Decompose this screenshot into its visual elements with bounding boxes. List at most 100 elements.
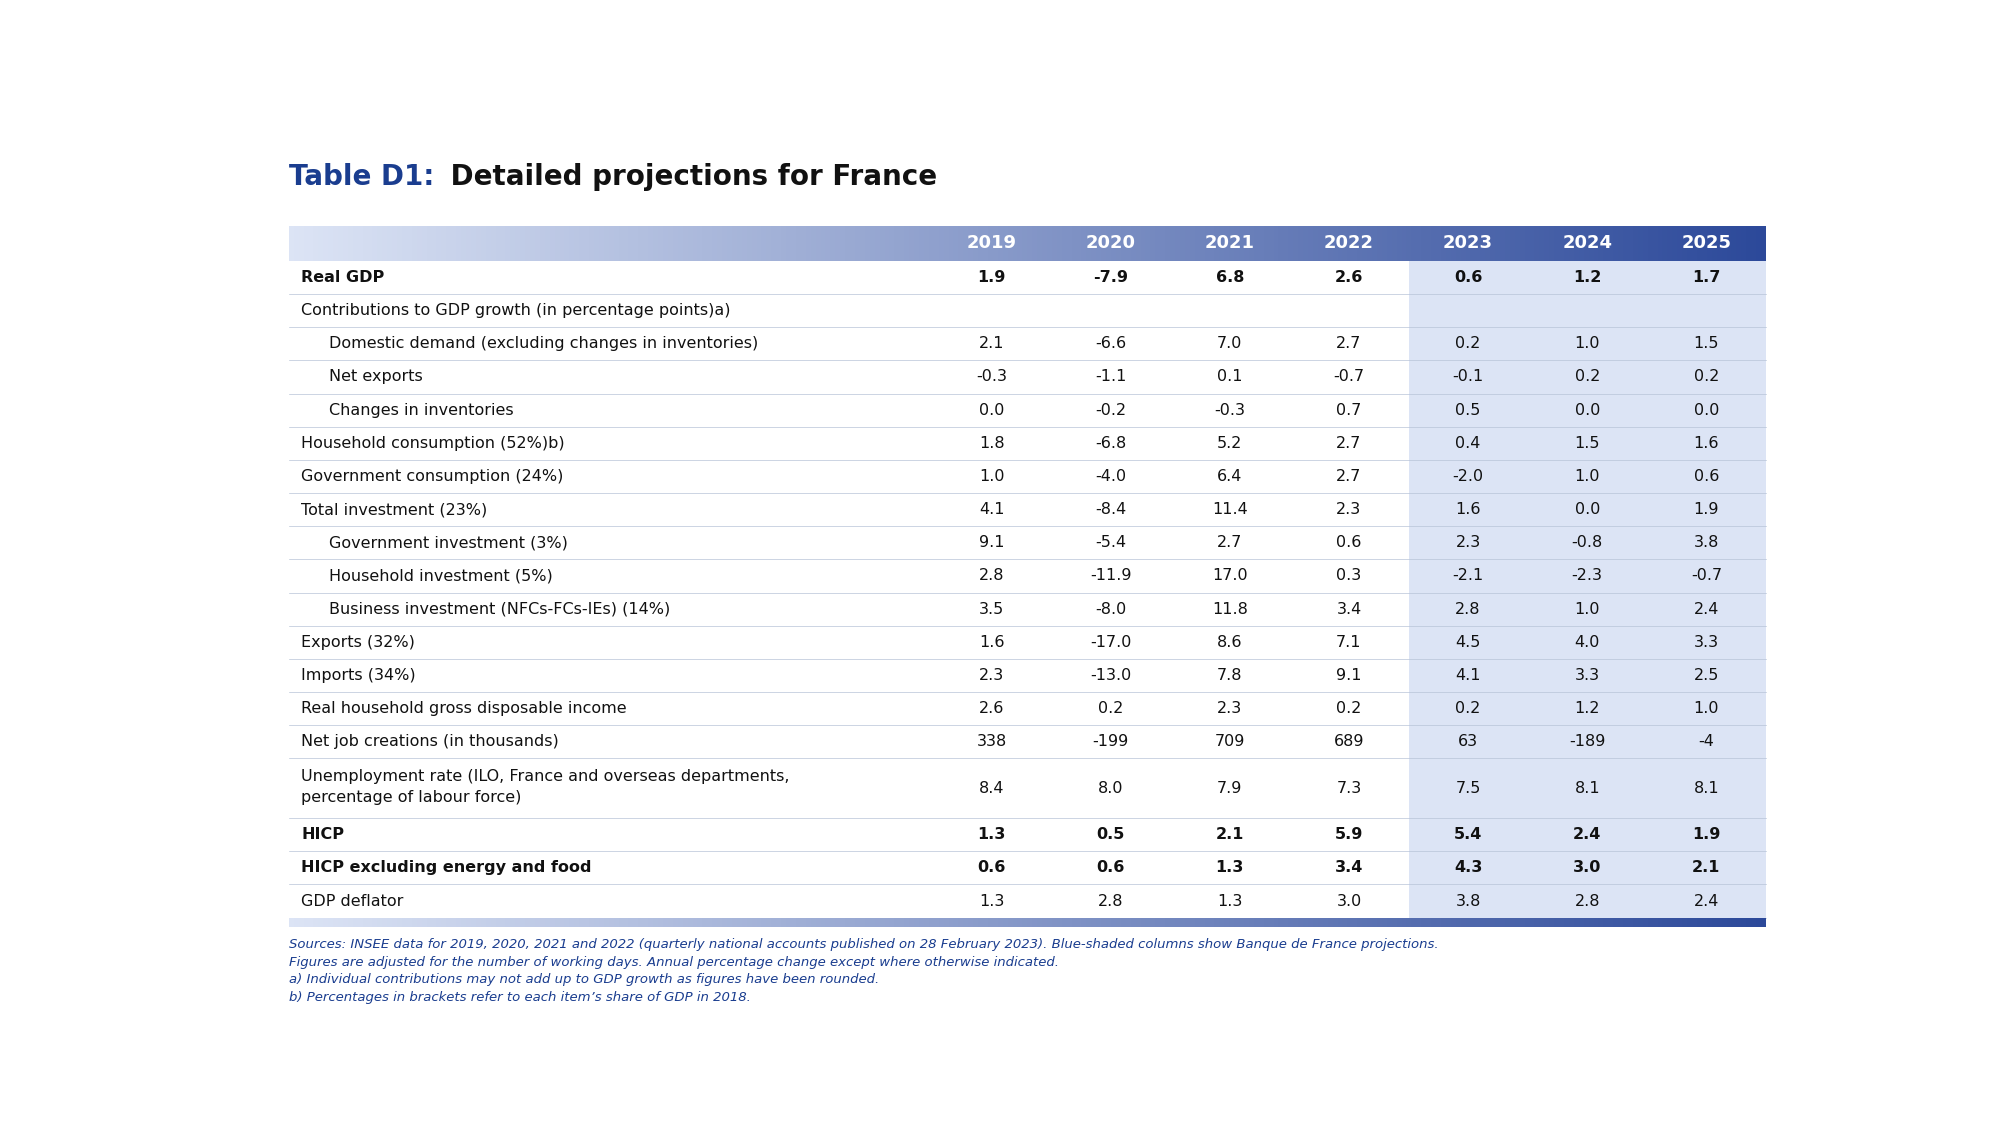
Bar	[718, 226, 722, 261]
Bar	[1002, 917, 1008, 927]
Bar	[1662, 917, 1668, 927]
Bar	[1120, 226, 1126, 261]
Bar	[1130, 226, 1136, 261]
Bar	[348, 226, 352, 261]
Bar	[820, 226, 826, 261]
Bar	[1166, 226, 1170, 261]
Bar	[446, 226, 452, 261]
Bar	[1470, 226, 1476, 261]
Bar	[342, 226, 348, 261]
Bar	[624, 917, 628, 927]
Bar	[398, 917, 402, 927]
Text: 2.4: 2.4	[1694, 601, 1720, 617]
Bar	[1490, 226, 1496, 261]
Bar	[1550, 917, 1554, 927]
Bar	[1176, 917, 1180, 927]
Bar	[624, 226, 628, 261]
Bar	[1338, 917, 1342, 927]
Bar	[1584, 226, 1588, 261]
Bar	[462, 917, 466, 927]
Bar	[1264, 917, 1268, 927]
Bar	[1332, 917, 1338, 927]
Bar	[1406, 917, 1412, 927]
Text: 7.5: 7.5	[1456, 781, 1480, 796]
Text: -0.3: -0.3	[1214, 403, 1246, 418]
Bar	[1038, 226, 1042, 261]
Bar	[1362, 917, 1368, 927]
Text: Domestic demand (excluding changes in inventories): Domestic demand (excluding changes in in…	[330, 337, 758, 352]
Bar	[1604, 226, 1608, 261]
Bar	[1022, 226, 1028, 261]
Bar	[974, 226, 978, 261]
Text: 9.1: 9.1	[978, 536, 1004, 551]
Bar	[638, 226, 644, 261]
Bar	[920, 226, 924, 261]
Text: 1.0: 1.0	[1574, 601, 1600, 617]
Bar	[1496, 226, 1500, 261]
Bar	[840, 917, 846, 927]
Bar	[608, 226, 614, 261]
Bar	[402, 226, 406, 261]
Bar	[1752, 226, 1756, 261]
Bar	[288, 226, 294, 261]
Bar	[948, 226, 954, 261]
Bar	[820, 917, 826, 927]
Bar	[1112, 917, 1116, 927]
Bar	[1732, 917, 1736, 927]
Bar	[924, 917, 928, 927]
Bar	[1422, 917, 1426, 927]
Bar	[1224, 226, 1230, 261]
Bar	[816, 226, 820, 261]
Bar	[486, 917, 490, 927]
Bar	[540, 226, 544, 261]
Text: 63: 63	[1458, 734, 1478, 749]
Bar	[1460, 226, 1466, 261]
Text: 3.4: 3.4	[1334, 860, 1364, 876]
Bar	[1578, 917, 1584, 927]
Bar	[1342, 226, 1348, 261]
Text: 1.3: 1.3	[1216, 860, 1244, 876]
Bar	[1490, 917, 1496, 927]
Bar	[1396, 917, 1402, 927]
Text: -1.1: -1.1	[1096, 370, 1126, 385]
Bar	[1554, 226, 1560, 261]
Bar	[998, 226, 1002, 261]
Bar	[1052, 226, 1056, 261]
Text: HICP excluding energy and food: HICP excluding energy and food	[302, 860, 592, 876]
Bar	[544, 917, 550, 927]
Bar	[1048, 226, 1052, 261]
Bar	[776, 226, 782, 261]
Bar	[1746, 917, 1752, 927]
Bar	[456, 917, 462, 927]
Bar	[1200, 226, 1204, 261]
Text: 1.3: 1.3	[978, 827, 1006, 843]
Bar	[1450, 226, 1456, 261]
Bar	[1052, 917, 1056, 927]
Bar	[1574, 226, 1578, 261]
Bar	[1008, 226, 1012, 261]
Bar	[1150, 226, 1156, 261]
Bar	[1312, 917, 1318, 927]
Bar	[1682, 917, 1688, 927]
Bar	[1514, 226, 1520, 261]
Text: 0.2: 0.2	[1098, 701, 1124, 716]
Bar	[1598, 226, 1604, 261]
Bar	[806, 917, 810, 927]
Bar	[598, 917, 604, 927]
Bar	[598, 226, 604, 261]
Bar	[1230, 917, 1234, 927]
Text: 2.6: 2.6	[1334, 270, 1364, 285]
Text: Government consumption (24%): Government consumption (24%)	[302, 469, 564, 484]
Bar	[426, 917, 432, 927]
Text: 2.7: 2.7	[1336, 436, 1362, 451]
Text: -7.9: -7.9	[1094, 270, 1128, 285]
Bar	[1382, 917, 1386, 927]
Text: 2.4: 2.4	[1574, 827, 1602, 843]
Text: 8.0: 8.0	[1098, 781, 1124, 796]
Bar	[1436, 226, 1440, 261]
Bar	[480, 917, 486, 927]
Text: 2.6: 2.6	[978, 701, 1004, 716]
Bar	[1412, 226, 1416, 261]
Text: 3.3: 3.3	[1694, 634, 1718, 650]
Text: 4.3: 4.3	[1454, 860, 1482, 876]
